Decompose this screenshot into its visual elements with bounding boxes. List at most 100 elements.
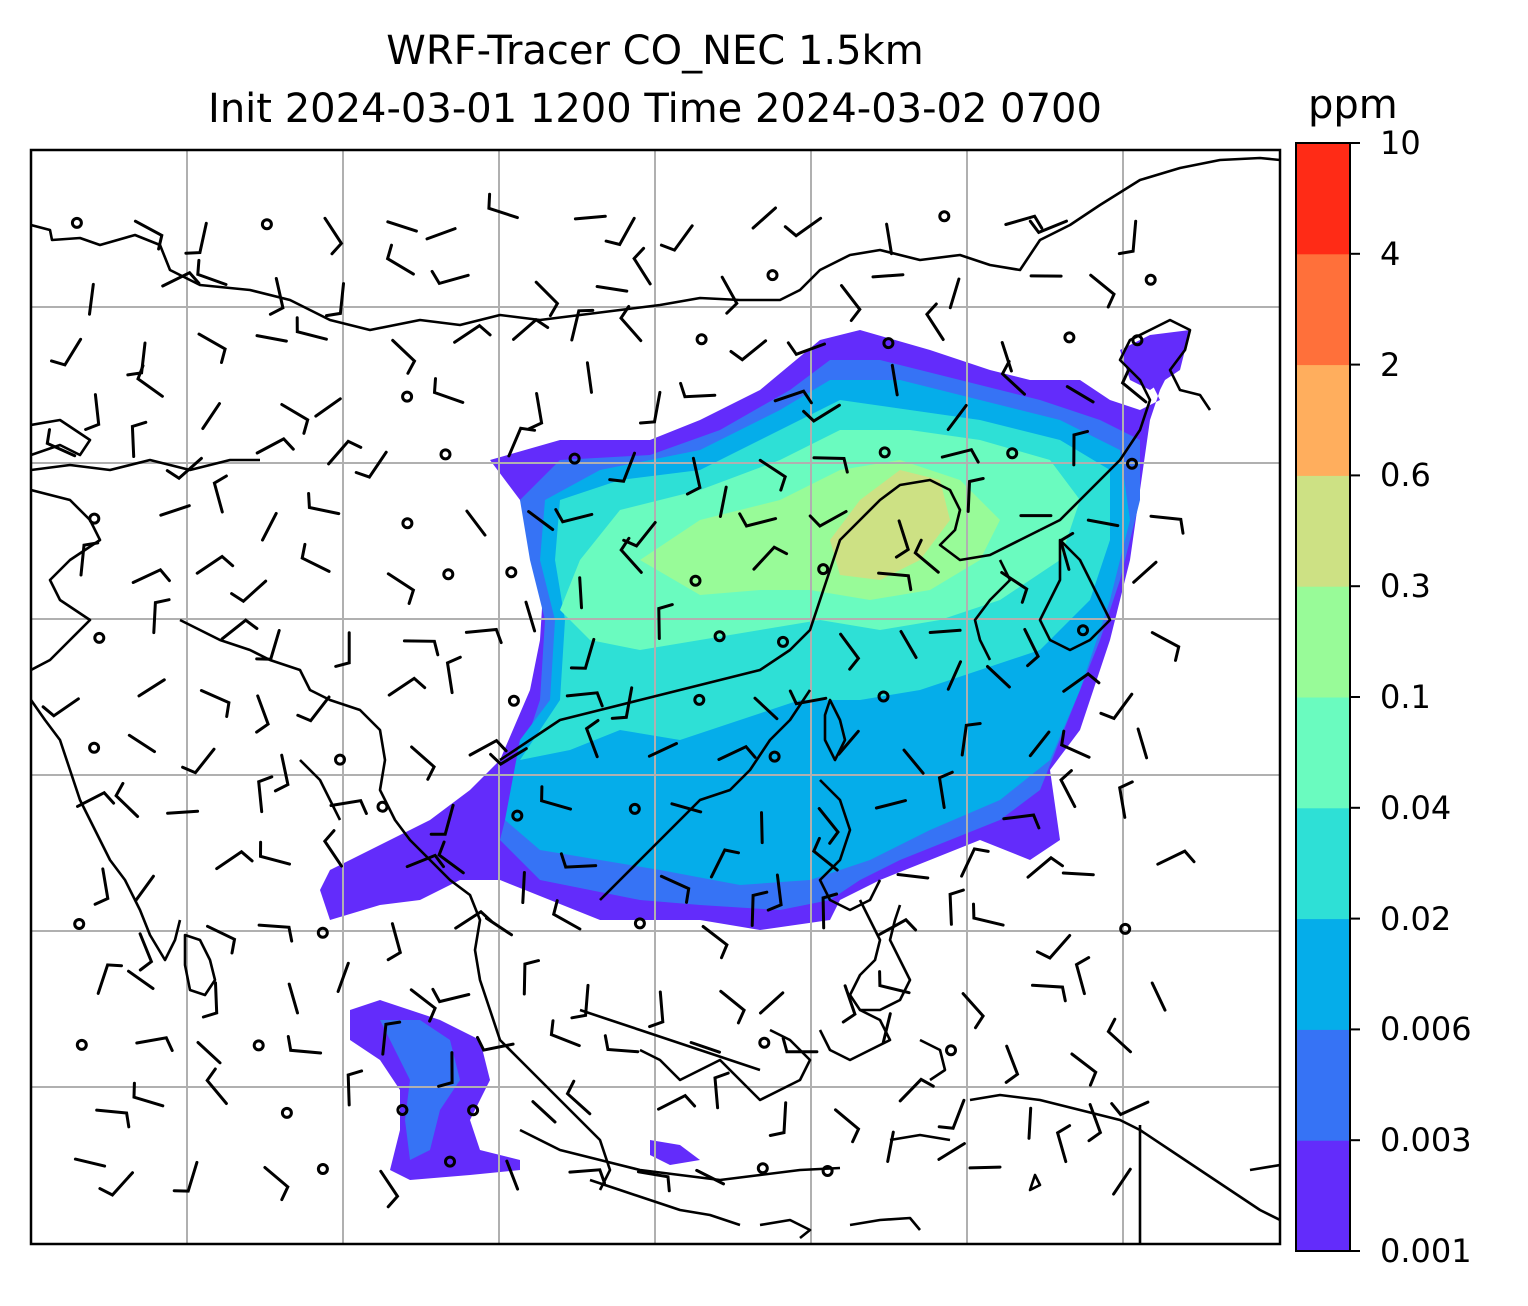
map-title-line1: WRF-Tracer CO_NEC 1.5km [386, 28, 924, 74]
wind-barb [894, 519, 910, 559]
wind-barb [329, 799, 368, 815]
wind-barb [527, 392, 544, 431]
wind-barb [268, 277, 285, 316]
wind-barb [788, 689, 828, 706]
wind-barb [1106, 1017, 1132, 1054]
wind-barb [336, 961, 350, 993]
wind-barbs [41, 192, 1196, 1209]
calm-wind-circle [439, 448, 452, 461]
wind-barb [554, 508, 594, 524]
wind-barb [437, 1051, 454, 1088]
wind-barb [255, 437, 295, 455]
calm-wind-circle [878, 446, 891, 459]
calm-wind-circle [316, 1163, 329, 1175]
wind-barb [1061, 871, 1095, 877]
wind-barb [753, 696, 779, 721]
wind-barb [325, 282, 345, 318]
calm-wind-circle [260, 218, 273, 231]
wind-barb [184, 221, 208, 255]
wind-barb [786, 341, 826, 357]
calm-wind-circle [768, 750, 781, 763]
wind-barb [657, 1093, 697, 1111]
wind-barb [632, 246, 652, 286]
wind-barb [695, 1168, 725, 1186]
wind-barb [287, 982, 299, 1015]
wind-barb [1031, 983, 1067, 1003]
wind-barb [201, 981, 219, 1019]
wind-barb [584, 719, 600, 759]
calm-wind-circle [442, 568, 455, 581]
colorbar-tick-label: 0.02 [1380, 899, 1452, 938]
wind-barb [578, 576, 583, 610]
wind-barb [840, 284, 862, 322]
wind-barb [263, 1166, 290, 1202]
wind-barb [381, 1020, 402, 1056]
calm-wind-circle [817, 563, 830, 576]
calm-wind-circle [777, 635, 789, 648]
wind-barb [821, 892, 839, 930]
wind-barb [135, 1036, 174, 1052]
wind-barb [946, 404, 968, 431]
wind-barb [295, 316, 328, 341]
wind-barb [940, 447, 980, 464]
wind-barb [886, 1130, 895, 1163]
wind-barb [871, 273, 905, 279]
wind-barb [1150, 981, 1167, 1012]
wind-barb [195, 554, 235, 575]
wind-barb [670, 802, 703, 814]
wind-barb [812, 456, 849, 474]
wind-barb [751, 206, 777, 230]
wind-barb [1136, 727, 1149, 760]
wind-barb [1086, 518, 1120, 528]
wind-barb [196, 1041, 222, 1065]
wind-barb [314, 397, 342, 418]
colorbar-tick-label: 0.001 [1380, 1232, 1472, 1270]
colorbar-band [1296, 475, 1350, 587]
calm-wind-circle [938, 210, 951, 223]
wind-barb [966, 477, 985, 513]
calm-wind-circle [695, 333, 708, 346]
wind-barb [709, 848, 740, 879]
wind-barb [925, 302, 945, 341]
calm-wind-circle [1063, 331, 1076, 344]
calm-wind-circle [88, 512, 101, 525]
wind-barb [88, 282, 95, 316]
calm-wind-circle [568, 452, 581, 465]
wind-barb [386, 922, 403, 962]
wind-barb [138, 932, 154, 972]
wind-barb [972, 902, 1005, 927]
wind-barb [465, 509, 487, 537]
gridlines [31, 150, 1280, 1244]
wind-barb [948, 888, 965, 926]
wind-barb [1002, 813, 1041, 830]
calm-wind-circle [1006, 447, 1019, 460]
wind-barb [718, 485, 728, 518]
wind-barb [811, 836, 839, 872]
wind-barb [885, 222, 893, 256]
wind-barb [713, 1071, 730, 1110]
wind-barb [386, 220, 418, 233]
wind-barb [841, 984, 857, 1024]
wind-barb [738, 512, 778, 528]
wind-barb [261, 511, 278, 542]
colorbar-band [1296, 143, 1350, 255]
wind-barb [137, 678, 166, 698]
wind-barb [84, 393, 101, 431]
wind-barb [773, 389, 813, 405]
wind-barb [257, 775, 274, 814]
wind-barb [719, 989, 746, 1025]
wind-barb [255, 334, 288, 343]
wind-barb [659, 874, 691, 904]
wind-barb [134, 874, 155, 902]
wind-barb [354, 450, 388, 479]
colorbar-tick-label: 0.04 [1380, 788, 1452, 827]
map-area [31, 150, 1280, 1244]
wind-barb [1087, 1103, 1103, 1143]
wind-barb [881, 1012, 892, 1045]
wind-barb [837, 729, 860, 756]
wind-barb [878, 917, 918, 936]
wind-barb [131, 567, 171, 584]
colorbar [1295, 142, 1360, 1252]
wind-barb [1028, 219, 1068, 235]
wind-barb [648, 990, 665, 1029]
